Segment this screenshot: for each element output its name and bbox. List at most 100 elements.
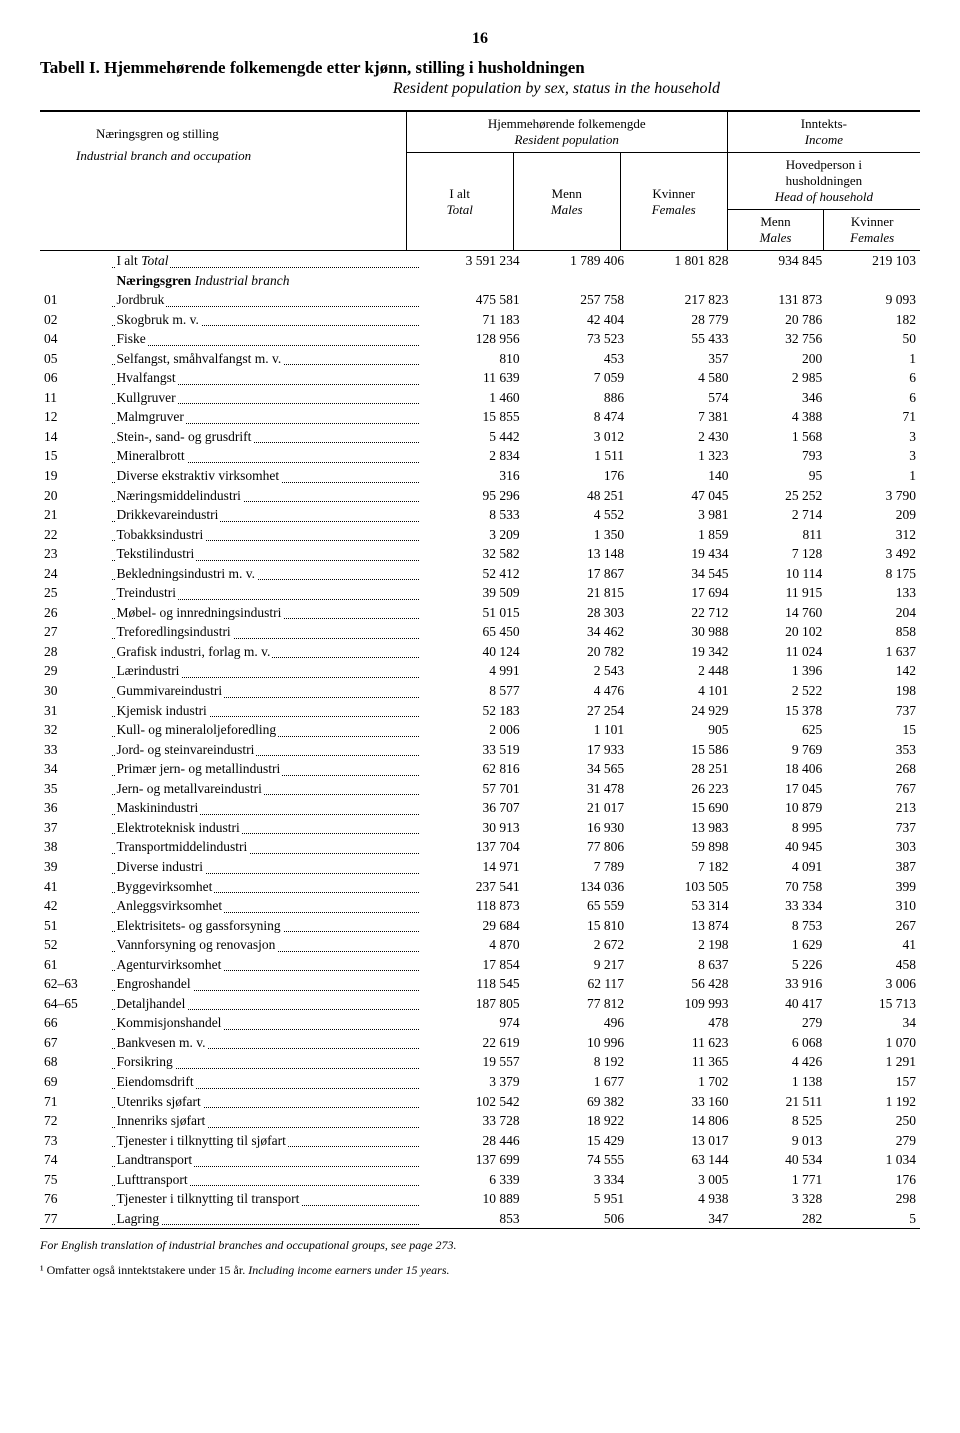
row-label: Tjenester i tilknytting til sjøfart (112, 1131, 419, 1151)
row-code: 11 (40, 388, 112, 408)
row-value: 131 873 (732, 290, 826, 310)
header-group2-l1: Inntekts- (801, 116, 847, 131)
row-value: 142 (826, 661, 920, 681)
row-code: 69 (40, 1072, 112, 1092)
col-total-1: I alt (449, 186, 470, 201)
row-value: 17 694 (628, 583, 732, 603)
hp-l2: husholdningen (786, 173, 863, 188)
row-value: 1 291 (826, 1052, 920, 1072)
row-value: 8 525 (732, 1111, 826, 1131)
row-value: 2 834 (419, 446, 523, 466)
row-code: 76 (40, 1189, 112, 1209)
row-value: 7 059 (524, 368, 628, 388)
footnote-2: ¹ Omfatter også inntektstakere under 15 … (40, 1262, 920, 1278)
row-value: 137 704 (419, 837, 523, 857)
row-label: Utenriks sjøfart (112, 1092, 419, 1112)
row-value: 15 378 (732, 701, 826, 721)
row-value: 1 192 (826, 1092, 920, 1112)
hp-l1: Hovedperson i (786, 157, 862, 172)
table-row: 69Eiendomsdrift3 3791 6771 7021 138157 (40, 1072, 920, 1092)
row-value: 209 (826, 505, 920, 525)
row-value: 625 (732, 720, 826, 740)
row-value: 7 381 (628, 407, 732, 427)
row-code: 66 (40, 1013, 112, 1033)
row-value: 9 013 (732, 1131, 826, 1151)
row-value: 28 251 (628, 759, 732, 779)
row-value: 298 (826, 1189, 920, 1209)
row-value: 74 555 (524, 1150, 628, 1170)
row-value: 41 (826, 935, 920, 955)
row-value: 26 223 (628, 779, 732, 799)
row-label: Anleggsvirksomhet (112, 896, 419, 916)
row-value: 1 070 (826, 1033, 920, 1053)
row-value: 10 889 (419, 1189, 523, 1209)
row-code: 32 (40, 720, 112, 740)
row-value: 9 769 (732, 740, 826, 760)
row-label: Agenturvirksomhet (112, 955, 419, 975)
row-label: Elektrisitets- og gassforsyning (112, 916, 419, 936)
row-label: Kommisjonshandel (112, 1013, 419, 1033)
row-value: 279 (732, 1013, 826, 1033)
row-value: 4 991 (419, 661, 523, 681)
row-value: 16 930 (524, 818, 628, 838)
row-label: Møbel- og innredningsindustri (112, 603, 419, 623)
table-row: 21Drikkevareindustri8 5334 5523 9812 714… (40, 505, 920, 525)
row-value: 15 (826, 720, 920, 740)
row-value: 9 217 (524, 955, 628, 975)
row-value: 2 672 (524, 935, 628, 955)
row-value: 95 296 (419, 486, 523, 506)
row-code: 75 (40, 1170, 112, 1190)
footnote-1-text: For English translation of industrial br… (40, 1238, 457, 1252)
row-value: 3 209 (419, 525, 523, 545)
row-value: 793 (732, 446, 826, 466)
row-value: 886 (524, 388, 628, 408)
row-value: 34 462 (524, 622, 628, 642)
row-value: 1 396 (732, 661, 826, 681)
row-label: Hvalfangst (112, 368, 419, 388)
row-code: 64–65 (40, 994, 112, 1014)
row-value: 1 801 828 (628, 251, 732, 271)
row-code: 29 (40, 661, 112, 681)
row-value: 40 124 (419, 642, 523, 662)
row-value: 1 568 (732, 427, 826, 447)
row-code: 02 (40, 310, 112, 330)
row-code: 27 (40, 622, 112, 642)
row-code: 12 (40, 407, 112, 427)
row-label: Lufttransport (112, 1170, 419, 1190)
row-value: 1 511 (524, 446, 628, 466)
row-label: Drikkevareindustri (112, 505, 419, 525)
hp-kvinner-1: Kvinner (851, 214, 894, 229)
table-row: 77Lagring8535063472825 (40, 1209, 920, 1229)
row-value: 1 (826, 349, 920, 369)
row-value: 176 (524, 466, 628, 486)
row-value: 118 545 (419, 974, 523, 994)
row-label: Bankvesen m. v. (112, 1033, 419, 1053)
row-value: 157 (826, 1072, 920, 1092)
row-value: 7 128 (732, 544, 826, 564)
row-value: 3 (826, 446, 920, 466)
title-prefix: Tabell I. (40, 58, 104, 77)
row-label: Primær jern- og metallindustri (112, 759, 419, 779)
row-value: 219 103 (826, 251, 920, 271)
row-value: 137 699 (419, 1150, 523, 1170)
row-value: 2 714 (732, 505, 826, 525)
row-value: 36 707 (419, 798, 523, 818)
table-row: 31Kjemisk industri52 18327 25424 92915 3… (40, 701, 920, 721)
row-label: Grafisk industri, forlag m. v. (112, 642, 419, 662)
table-row: 11Kullgruver1 4608865743466 (40, 388, 920, 408)
row-value: 22 712 (628, 603, 732, 623)
table-row: 05Selfangst, småhvalfangst m. v.81045335… (40, 349, 920, 369)
row-value: 34 565 (524, 759, 628, 779)
row-value: 33 728 (419, 1111, 523, 1131)
row-value: 858 (826, 622, 920, 642)
row-label: Tjenester i tilknytting til transport (112, 1189, 419, 1209)
row-value: 24 929 (628, 701, 732, 721)
row-value: 30 913 (419, 818, 523, 838)
row-code: 34 (40, 759, 112, 779)
row-value: 103 505 (628, 877, 732, 897)
row-value: 200 (732, 349, 826, 369)
row-value: 4 476 (524, 681, 628, 701)
col-total-2: Total (447, 202, 473, 217)
row-value: 3 379 (419, 1072, 523, 1092)
row-value: 6 068 (732, 1033, 826, 1053)
